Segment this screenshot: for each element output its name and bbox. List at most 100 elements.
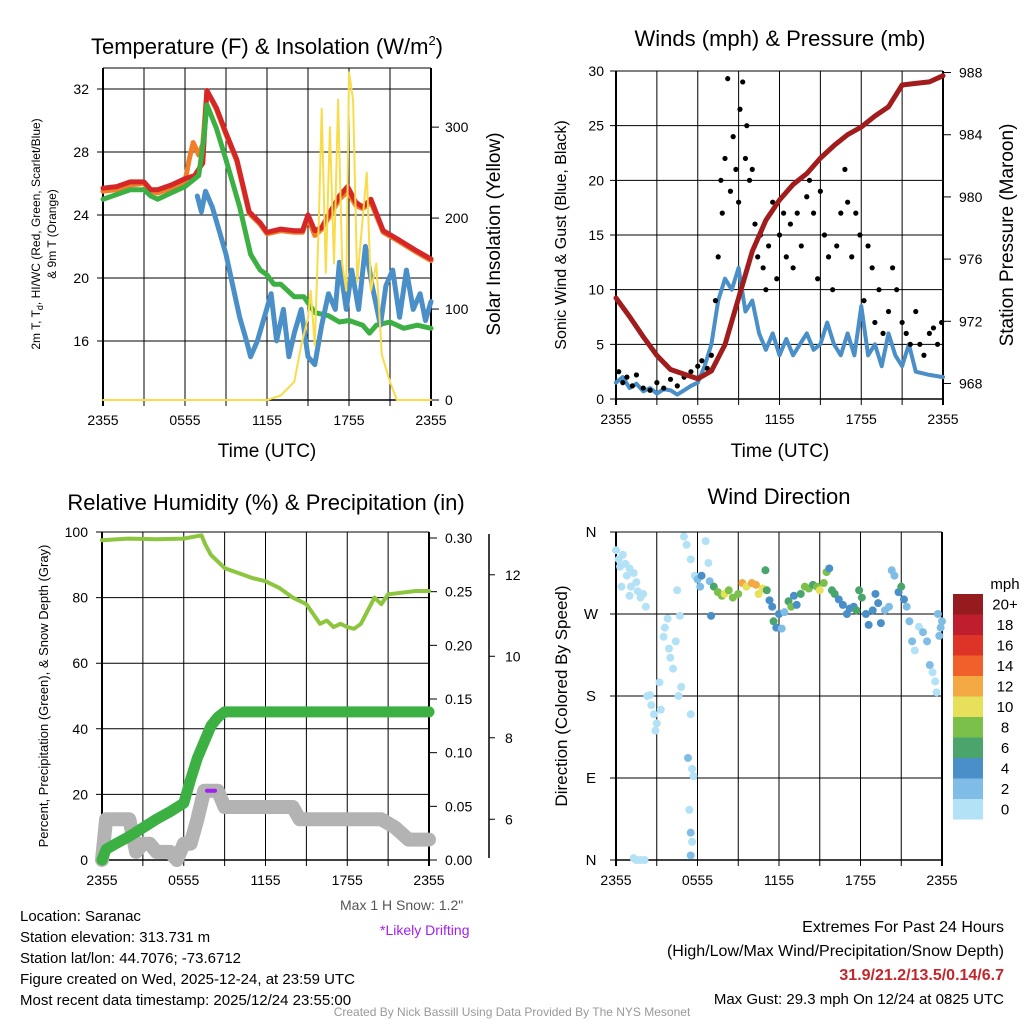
snow-tick-label: 12 (505, 567, 521, 583)
wind-direction-point (874, 599, 883, 608)
gust-point (845, 199, 851, 205)
gust-point (667, 376, 674, 382)
wind-direction-point (819, 579, 828, 588)
precip-tick-label: 0.05 (445, 798, 472, 814)
gust-point (733, 166, 739, 172)
wind-direction-point (734, 589, 743, 598)
colorbar-label: 18 (997, 617, 1014, 634)
y-tick-label: 40 (72, 721, 88, 737)
gust-point (616, 369, 622, 375)
wind-direction-point (664, 644, 673, 653)
y2-tick-label: 976 (959, 251, 983, 267)
chart-title: Relative Humidity (%) & Precipitation (i… (67, 490, 464, 515)
gust-point (817, 188, 823, 194)
gust-point (727, 188, 734, 194)
y-tick-label: 25 (588, 118, 604, 134)
wind-direction-point (660, 623, 669, 632)
y2-tick-label: 988 (959, 65, 983, 81)
y-tick-label: N (586, 524, 597, 541)
gust-point (766, 243, 772, 249)
gust-point (736, 199, 742, 205)
wind-direction-point (626, 582, 635, 591)
x-axis-label: Time (UTC) (731, 441, 830, 462)
wind-direction-point (656, 705, 665, 714)
wind-direction-point (751, 580, 760, 589)
colorbar-swatch (953, 778, 983, 799)
gust-point (885, 308, 892, 315)
x-tick-label: 1755 (333, 412, 364, 428)
wind-direction-point (671, 637, 680, 646)
gust-point (804, 194, 810, 200)
chart-title: Temperature (F) & Insolation (W/m2) (91, 33, 443, 59)
wind-direction-point (685, 805, 694, 814)
gust-point (921, 352, 927, 358)
wind-direction-point (683, 753, 692, 762)
y-tick-label: 20 (588, 172, 604, 188)
gust-point (719, 210, 725, 216)
y-tick-label: W (584, 606, 599, 623)
y-tick-label: 24 (73, 207, 89, 223)
gust-point (715, 254, 721, 260)
wind-direction-point (674, 692, 683, 700)
wind-direction-point (696, 582, 705, 591)
y2-tick-label: 980 (959, 189, 983, 205)
wind-direction-point (647, 701, 656, 710)
precip-tick-label: 0.25 (445, 584, 472, 600)
snow-tick-label: 6 (505, 811, 513, 827)
x-tick-label: 1755 (846, 411, 877, 427)
y-tick-label: 15 (588, 227, 604, 243)
colorbar-label: 4 (1001, 760, 1009, 777)
wind-direction-point (761, 566, 770, 575)
wind-direction-point (641, 602, 650, 611)
y2-tick-label: 984 (959, 127, 983, 143)
wind-direction-point (652, 719, 661, 728)
colorbar-swatch (953, 655, 983, 676)
extremes-box: Extremes For Past 24 Hours (High/Low/Max… (667, 916, 1004, 1012)
gust-point (730, 134, 736, 140)
gust-point (889, 265, 896, 271)
wind-direction-point (625, 591, 634, 600)
y-axis-label: 2m T, Td, HI/WC (Red, Green, Scarlet/Blu… (29, 118, 45, 349)
y-tick-label: N (586, 852, 597, 869)
extremes-title: Extremes For Past 24 Hours (802, 919, 1004, 936)
gust-point (749, 166, 755, 172)
colorbar-label: 16 (997, 637, 1014, 654)
wind-direction-point (686, 828, 695, 837)
x-tick-label: 0555 (169, 412, 200, 428)
gust-point (763, 287, 769, 293)
panel-2 (610, 70, 944, 405)
wind-direction-point (777, 624, 786, 633)
wind-direction-point (936, 623, 945, 632)
y-axis-label: Direction (Colored By Speed) (552, 585, 571, 806)
y-tick-label: 30 (588, 63, 604, 79)
panel-1 (97, 67, 432, 406)
gust-point (787, 221, 794, 227)
gust-point (790, 265, 796, 271)
wind-direction-point (669, 664, 678, 673)
wind-direction-point (650, 710, 659, 719)
x-tick-label: 0555 (682, 872, 713, 888)
wind-direction-point (830, 589, 839, 598)
gust-point (869, 265, 875, 271)
wind-direction-point (682, 540, 691, 549)
y-tick-label: 10 (588, 282, 604, 298)
gust-point (894, 287, 900, 293)
gust-point (880, 330, 886, 336)
y2-tick-label: 300 (445, 119, 469, 135)
wind-direction-point (928, 668, 937, 677)
wind-direction-point (768, 602, 777, 611)
gust-point (899, 319, 905, 326)
drifting-label: *Likely Drifting (380, 922, 470, 938)
gust-point (718, 177, 724, 183)
wind-direction-point (686, 851, 695, 860)
y-tick-label: 100 (65, 524, 89, 540)
x-tick-label: 2355 (413, 872, 444, 888)
wind-direction-point (689, 772, 698, 781)
gust-point (661, 385, 667, 391)
gust-point (930, 325, 937, 331)
wind-direction-point (910, 646, 919, 655)
gust-point (849, 254, 855, 260)
gust-point (842, 166, 848, 172)
wind-direction-point (885, 602, 894, 611)
wind-direction-point (864, 620, 873, 629)
